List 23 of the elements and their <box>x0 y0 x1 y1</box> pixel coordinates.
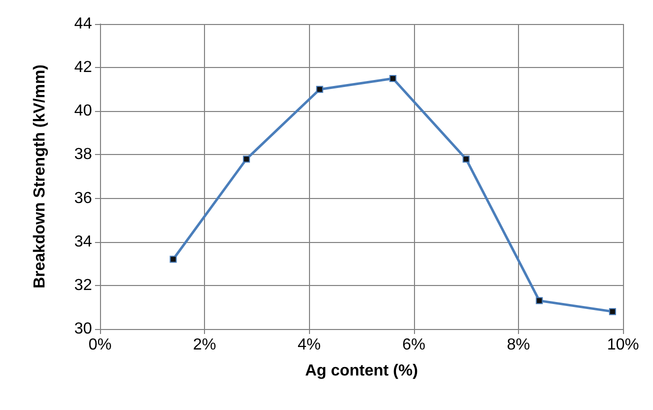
point <box>316 86 324 93</box>
y-tick-label: 44 <box>74 16 92 32</box>
y-tick-label: 38 <box>74 146 92 164</box>
y-tick-label: 42 <box>74 59 92 76</box>
point <box>462 156 470 163</box>
point <box>170 256 177 263</box>
y-axis-title: Breakdown Strength (kV/mm) <box>32 64 48 289</box>
point <box>242 156 250 163</box>
x-tick-label: 6% <box>402 336 426 354</box>
point <box>609 308 616 316</box>
y-tick-label: 36 <box>74 190 92 207</box>
y-tick-label: 40 <box>74 102 92 120</box>
point <box>389 74 396 82</box>
y-tick-label: 32 <box>74 276 92 294</box>
x-tick-label: 10% <box>606 336 640 354</box>
x-tick-label: 2% <box>193 336 216 354</box>
x-tick-label: 4% <box>298 336 321 354</box>
x-tick-label: 0% <box>88 336 112 354</box>
point <box>536 297 543 304</box>
x-tick-label: 8% <box>506 336 530 354</box>
x-axis-title: Ag content (%) <box>305 362 418 380</box>
y-tick-label: 34 <box>74 233 92 250</box>
y-tick-label: 30 <box>74 320 92 338</box>
